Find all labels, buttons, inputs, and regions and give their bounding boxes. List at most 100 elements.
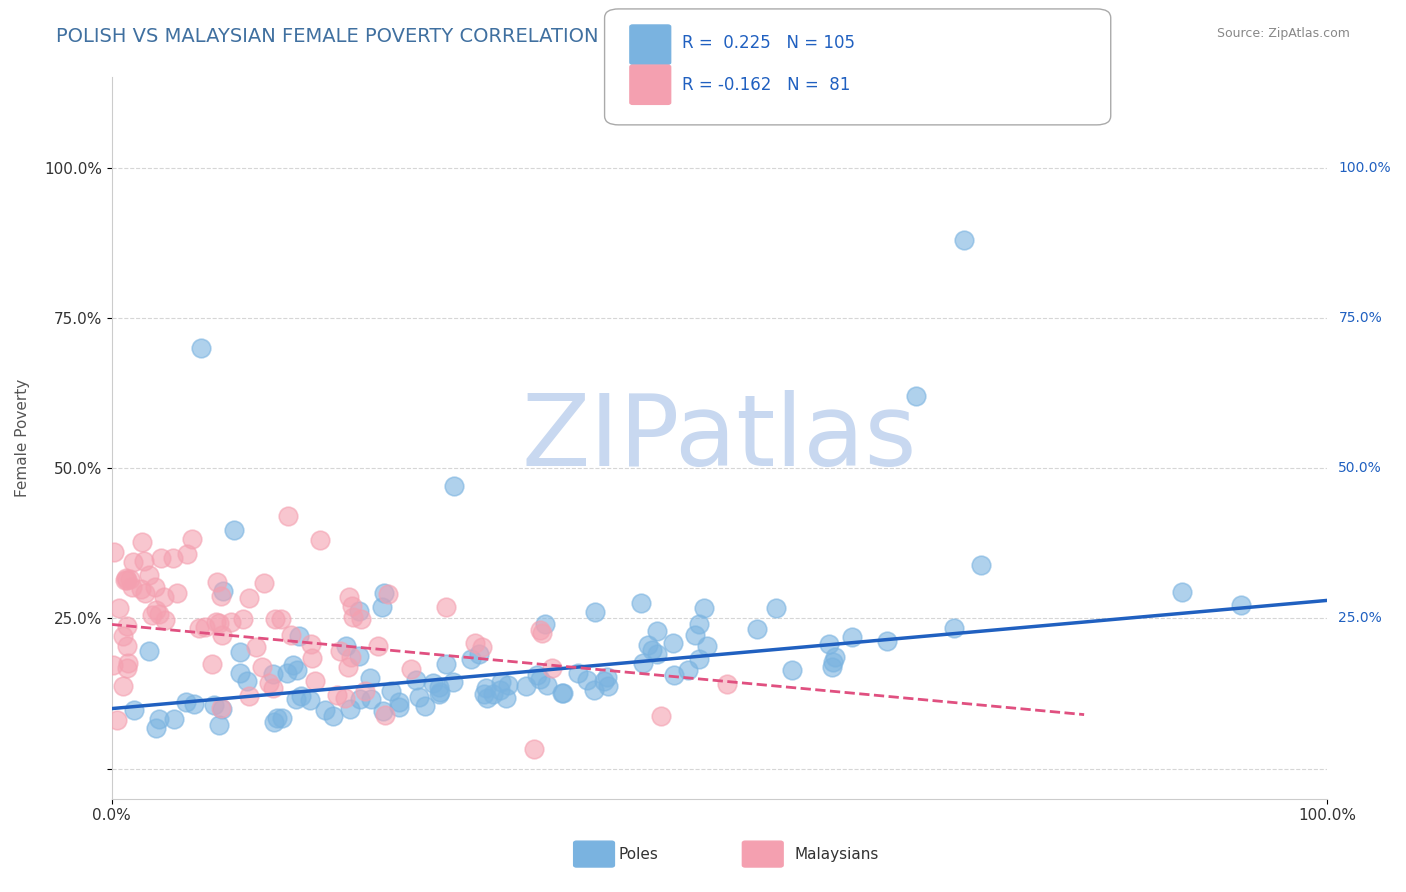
Point bbox=[536, 678, 558, 692]
Text: Malaysians: Malaysians bbox=[794, 847, 879, 862]
Point bbox=[467, 647, 489, 661]
Point bbox=[377, 587, 399, 601]
Point bbox=[415, 698, 437, 713]
Point bbox=[176, 547, 198, 561]
Point bbox=[745, 622, 768, 636]
Point bbox=[219, 615, 242, 629]
Point bbox=[436, 657, 458, 671]
Point bbox=[309, 533, 332, 548]
Point bbox=[266, 711, 288, 725]
Point bbox=[970, 558, 993, 572]
Point bbox=[115, 574, 138, 588]
Point bbox=[188, 621, 211, 635]
Point bbox=[650, 709, 672, 723]
Text: 75.0%: 75.0% bbox=[1339, 311, 1382, 325]
Point bbox=[596, 679, 619, 693]
Point bbox=[152, 591, 174, 605]
Point bbox=[117, 657, 139, 671]
Point bbox=[583, 605, 606, 619]
Point bbox=[288, 629, 311, 643]
Point bbox=[471, 640, 494, 654]
Point bbox=[696, 639, 718, 653]
Point bbox=[630, 595, 652, 609]
Point bbox=[111, 680, 134, 694]
Point bbox=[335, 639, 357, 653]
Point bbox=[107, 600, 129, 615]
Point bbox=[333, 691, 356, 706]
Point bbox=[427, 687, 450, 701]
Point bbox=[271, 711, 294, 725]
Point bbox=[209, 701, 232, 715]
Point bbox=[818, 637, 841, 651]
Y-axis label: Female Poverty: Female Poverty bbox=[15, 379, 30, 497]
Point bbox=[688, 617, 710, 632]
Point bbox=[145, 603, 167, 617]
Point bbox=[301, 651, 323, 665]
Point bbox=[276, 666, 298, 681]
Point bbox=[329, 644, 352, 658]
Point bbox=[464, 636, 486, 650]
Point bbox=[388, 695, 411, 709]
Point bbox=[183, 697, 205, 711]
Point bbox=[337, 590, 360, 604]
Point bbox=[347, 649, 370, 664]
Point bbox=[270, 611, 292, 625]
Point bbox=[114, 574, 136, 588]
Point bbox=[238, 591, 260, 605]
Point bbox=[661, 636, 683, 650]
Point bbox=[340, 649, 363, 664]
Point bbox=[121, 580, 143, 594]
Point bbox=[373, 585, 395, 599]
Text: 100.0%: 100.0% bbox=[1339, 161, 1391, 175]
Point bbox=[367, 639, 389, 653]
Point bbox=[263, 714, 285, 729]
Point bbox=[150, 550, 173, 565]
Point bbox=[103, 545, 125, 559]
Point bbox=[943, 621, 966, 635]
Point bbox=[350, 612, 373, 626]
Point bbox=[765, 601, 787, 615]
Text: ZIPatlas: ZIPatlas bbox=[522, 390, 917, 487]
Point bbox=[280, 628, 302, 642]
Point bbox=[138, 568, 160, 582]
Point bbox=[153, 613, 176, 627]
Point bbox=[488, 682, 510, 697]
Point bbox=[359, 671, 381, 685]
Point bbox=[115, 639, 138, 653]
Point bbox=[678, 663, 700, 677]
Point bbox=[277, 509, 299, 524]
Point bbox=[298, 692, 321, 706]
Point bbox=[529, 672, 551, 686]
Text: 25.0%: 25.0% bbox=[1339, 611, 1382, 625]
Point bbox=[304, 673, 326, 688]
Point bbox=[380, 684, 402, 698]
Point bbox=[205, 575, 228, 590]
Point bbox=[541, 661, 564, 675]
Point bbox=[257, 676, 280, 690]
Point bbox=[631, 656, 654, 670]
Point bbox=[229, 645, 252, 659]
Point bbox=[134, 585, 156, 599]
Point bbox=[141, 607, 163, 622]
Point bbox=[427, 680, 450, 694]
Point bbox=[232, 612, 254, 626]
Point bbox=[238, 689, 260, 703]
Point bbox=[263, 612, 285, 626]
Point bbox=[495, 690, 517, 705]
Point bbox=[253, 576, 276, 591]
Point bbox=[115, 619, 138, 633]
Point bbox=[314, 703, 336, 717]
Point bbox=[523, 742, 546, 756]
Point bbox=[190, 341, 212, 355]
Text: POLISH VS MALAYSIAN FEMALE POVERTY CORRELATION CHART: POLISH VS MALAYSIAN FEMALE POVERTY CORRE… bbox=[56, 27, 671, 45]
Point bbox=[285, 692, 308, 706]
Point bbox=[662, 668, 685, 682]
Point bbox=[953, 233, 976, 247]
Point bbox=[162, 551, 184, 566]
Text: 50.0%: 50.0% bbox=[1339, 461, 1382, 475]
Point bbox=[388, 699, 411, 714]
Point bbox=[526, 668, 548, 682]
Point bbox=[405, 673, 427, 687]
Point bbox=[823, 655, 845, 669]
Point bbox=[434, 600, 457, 615]
